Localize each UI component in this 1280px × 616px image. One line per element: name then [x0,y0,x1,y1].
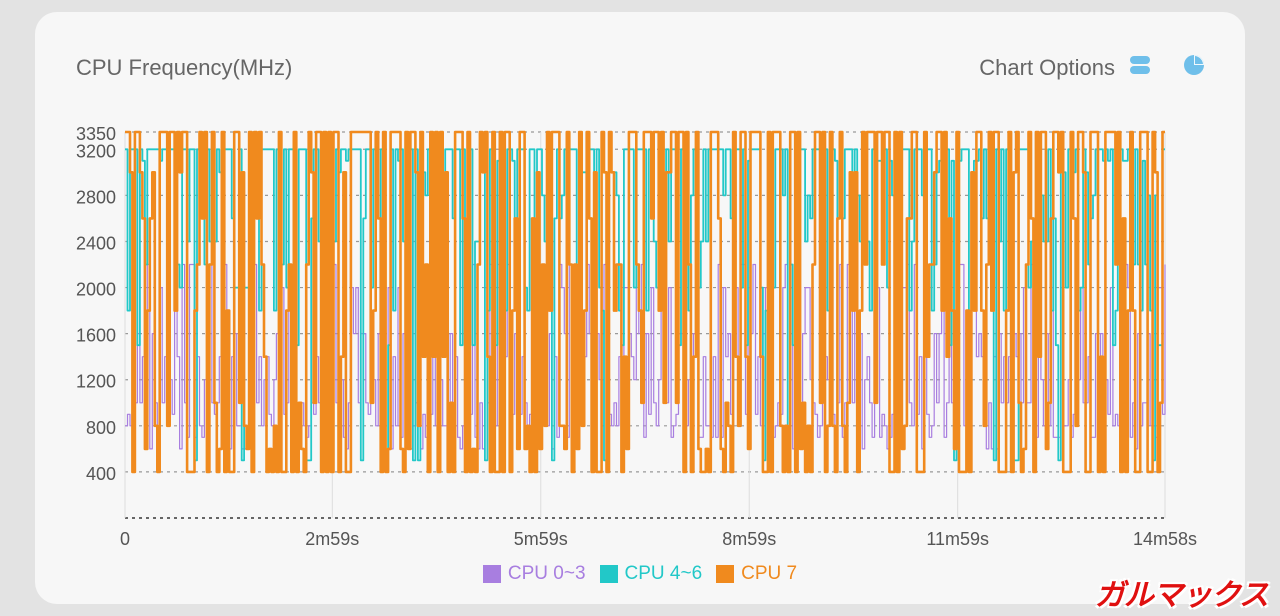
y-tick-label: 800 [86,418,116,438]
legend-swatch [599,565,618,583]
y-tick-label: 1200 [76,372,116,392]
legend-item[interactable]: CPU 0~3 [482,563,586,585]
y-tick-label: 3350 [76,124,116,144]
legend-label: CPU 0~3 [507,563,586,584]
pie-chart-icon[interactable] [1183,54,1205,81]
legend-item[interactable]: CPU 4~6 [599,563,703,585]
y-tick-label: 2400 [76,233,116,253]
series-line-cpu-7 [125,130,1165,474]
x-tick-label: 2m59s [305,529,359,549]
chart-title: CPU Frequency(MHz) [76,55,293,80]
legend-swatch [716,565,735,583]
legend-label: CPU 7 [741,563,798,584]
chart-options-label[interactable]: Chart Options [979,54,1115,80]
x-tick-label: 8m59s [722,529,776,549]
legend-item[interactable]: CPU 7 [716,563,797,585]
y-tick-label: 3200 [76,141,116,161]
legend-label: CPU 4~6 [624,563,703,584]
y-tick-label: 1600 [76,326,116,346]
y-tick-label: 2800 [76,187,116,207]
y-tick-label: 400 [86,464,116,484]
chart-options[interactable]: Chart Options [979,54,1205,81]
y-tick-label: 2000 [76,280,116,300]
series-lines [125,130,1166,474]
x-tick-label: 5m59s [514,529,568,549]
x-tick-label: 0 [120,529,130,549]
x-tick-label: 14m58s [1133,529,1197,549]
legend: CPU 0~3 CPU 4~6 CPU 7 [0,563,1280,585]
x-tick-label: 11m59s [926,529,989,549]
legend-swatch [482,565,501,583]
watermark-logo: ガルマックス [1094,579,1269,612]
toggle-list-icon[interactable] [1129,54,1151,81]
